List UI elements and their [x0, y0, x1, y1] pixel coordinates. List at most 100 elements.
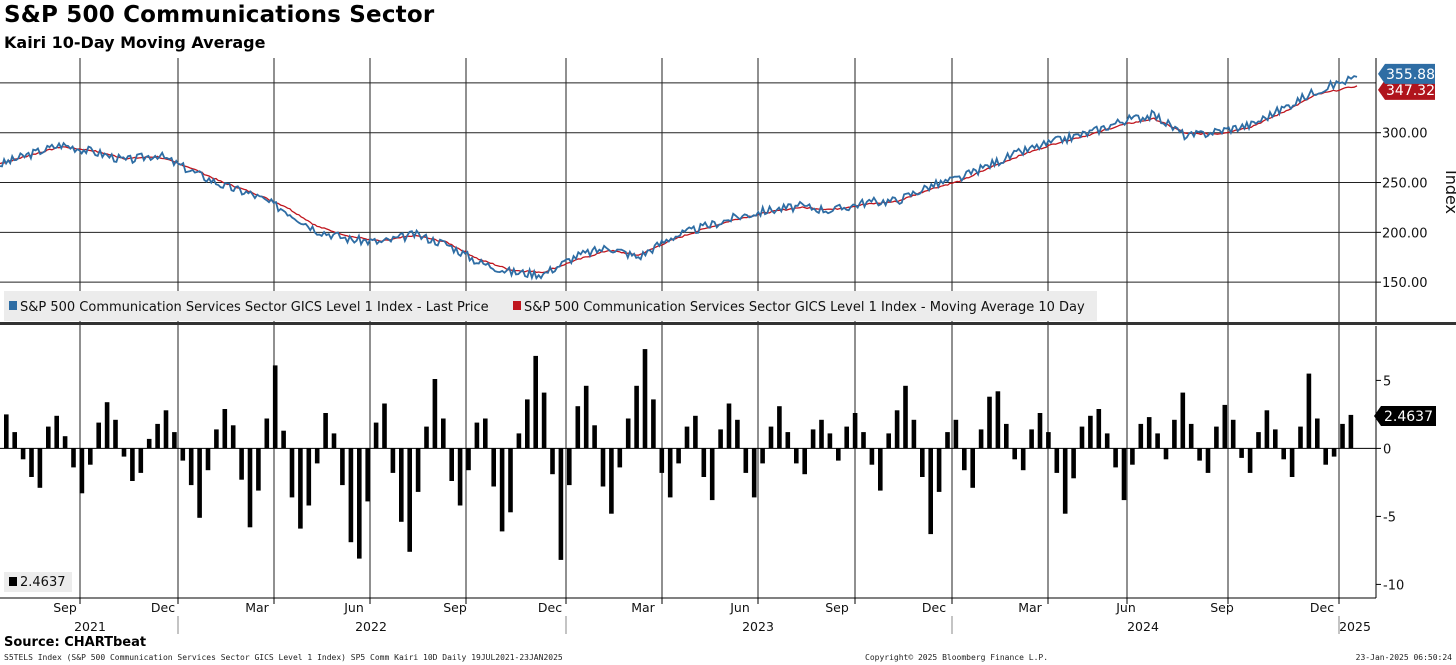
- kairi-bar-27: [230, 425, 236, 449]
- kairi-bar-145: [1222, 404, 1228, 449]
- source-note: Source: CHARTbeat: [4, 635, 147, 650]
- kairi-bar-133: [1121, 448, 1127, 501]
- ytick-label-bottom-1: 0: [1383, 442, 1391, 457]
- kairi-bar-153: [1289, 448, 1295, 477]
- kairi-bar-140: [1180, 392, 1186, 449]
- kairi-bar-90: [760, 448, 765, 464]
- kairi-bar-40: [340, 448, 345, 486]
- kairi-bar-108: [911, 419, 917, 449]
- ma-last-value: 347.32: [1386, 83, 1435, 99]
- kairi-bar-25: [214, 429, 219, 449]
- kairi-bar-64: [541, 392, 547, 449]
- kairi-bar-35: [298, 448, 303, 529]
- kairi-bar-70: [592, 425, 597, 449]
- legend-background: [4, 291, 1097, 321]
- kairi-bar-10: [88, 448, 93, 465]
- year-label-2023: 2023: [742, 619, 774, 634]
- legend: S&P 500 Communication Services Sector GI…: [4, 291, 1097, 321]
- kairi-bar-100: [844, 426, 849, 449]
- kairi-bar-99: [836, 448, 841, 461]
- month-label-5: Dec: [538, 600, 562, 615]
- month-label-8: Sep: [825, 600, 849, 615]
- kairi-bar-62: [525, 399, 530, 449]
- kairi-bar-111: [936, 448, 942, 492]
- footer-timestamp: 23-Jan-2025 06:50:24: [1355, 653, 1452, 662]
- kairi-bar-29: [247, 448, 253, 528]
- kairi-bar-58: [491, 448, 496, 487]
- kairi-legend-background: [4, 572, 72, 592]
- year-label-2021: 2021: [74, 619, 106, 634]
- month-label-1: Dec: [151, 600, 175, 615]
- month-label-4: Sep: [443, 600, 467, 615]
- month-label-12: Sep: [1210, 600, 1234, 615]
- kairi-bar-7: [62, 436, 68, 449]
- footer-description: S5TELS Index (S&P 500 Communication Serv…: [4, 653, 563, 662]
- kairi-bar-157: [1323, 448, 1328, 465]
- kairi-bar-26: [222, 409, 228, 449]
- kairi-bar-79: [667, 448, 673, 498]
- kairi-bar-146: [1230, 419, 1236, 449]
- kairi-bar-113: [953, 419, 959, 449]
- kairi-bar-126: [1062, 448, 1068, 514]
- kairi-panel: [4, 349, 1354, 560]
- kairi-bar-96: [810, 429, 816, 449]
- price-last-value: 355.88: [1386, 67, 1435, 83]
- kairi-bar-60: [508, 448, 513, 513]
- kairi-bar-151: [1273, 429, 1278, 449]
- price-panel: [0, 75, 1358, 281]
- kairi-bar-69: [583, 385, 589, 449]
- kairi-bar-127: [1071, 448, 1076, 479]
- kairi-bar-132: [1113, 448, 1118, 468]
- kairi-bar-134: [1130, 448, 1135, 465]
- kairi-bar-76: [642, 349, 648, 449]
- kairi-bar-14: [121, 448, 127, 457]
- kairi-bar-21: [180, 448, 186, 461]
- kairi-bar-43: [365, 448, 370, 502]
- kairi-bar-104: [878, 448, 883, 491]
- kairi-bar-89: [751, 448, 757, 498]
- kairi-bar-112: [945, 432, 950, 449]
- kairi-bar-28: [239, 448, 244, 480]
- kairi-bar-110: [928, 448, 933, 535]
- kairi-bar-68: [575, 406, 581, 449]
- kairi-bar-80: [676, 448, 681, 464]
- kairi-bar-97: [819, 419, 824, 449]
- kairi-legend: 2.4637: [4, 572, 72, 592]
- kairi-bar-32: [272, 365, 278, 449]
- kairi-bar-114: [962, 448, 967, 471]
- kairi-bar-143: [1205, 448, 1211, 473]
- kairi-bar-117: [987, 396, 992, 449]
- kairi-bar-149: [1256, 432, 1261, 449]
- month-label-10: Mar: [1018, 600, 1042, 615]
- kairi-bar-66: [558, 448, 564, 560]
- kairi-bar-71: [600, 448, 606, 487]
- kairi-bar-91: [768, 426, 774, 449]
- kairi-bar-11: [96, 422, 101, 449]
- kairi-bar-86: [726, 403, 732, 449]
- kairi-bar-118: [995, 391, 1001, 449]
- kairi-bar-6: [54, 415, 59, 449]
- kairi-bar-116: [978, 429, 984, 449]
- kairi-bar-65: [550, 448, 555, 475]
- kairi-bar-135: [1138, 423, 1144, 449]
- kairi-bar-136: [1146, 417, 1152, 449]
- kairi-bar-30: [256, 448, 261, 491]
- axes-layer: 150.00 200.00 250.00 300.00 5 0 -5 -10 Sep Dec Mar…: [0, 58, 1456, 634]
- kairi-bar-20: [172, 432, 177, 449]
- kairi-bar-121: [1020, 448, 1026, 471]
- kairi-bar-73: [617, 448, 623, 468]
- kairi-bar-37: [314, 448, 320, 464]
- kairi-bar-46: [390, 448, 396, 473]
- price-last-label-bg: [1378, 63, 1435, 84]
- kairi-bar-83: [701, 448, 707, 477]
- last-value-labels: 347.32 355.88 2.4637: [1374, 63, 1436, 426]
- kairi-bar-56: [474, 422, 480, 449]
- panel-separator: [0, 322, 1456, 325]
- kairi-bar-124: [1046, 432, 1051, 449]
- kairi-bar-47: [399, 448, 404, 522]
- kairi-bar-131: [1104, 433, 1110, 449]
- ytick-label-top-1: 200.00: [1382, 226, 1428, 241]
- kairi-bar-93: [785, 432, 791, 449]
- kairi-bar-33: [281, 430, 286, 449]
